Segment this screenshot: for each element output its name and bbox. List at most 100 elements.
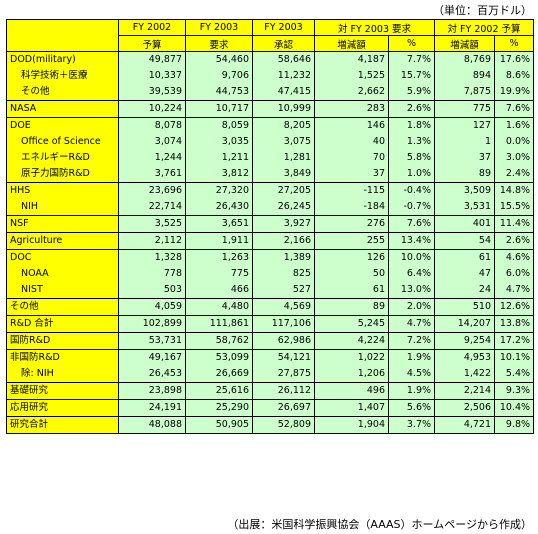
value-cell: 10,999 (252, 100, 315, 118)
value-cell: -184 (314, 199, 389, 216)
row-label: DOC (6, 249, 119, 266)
value-cell: 3,849 (252, 166, 315, 183)
header-row-top: FY 2002 FY 2003 FY 2003 対 FY 2003 要求 対 F… (6, 19, 535, 52)
header-sub-request: 要求 (185, 35, 253, 52)
value-cell: 11,232 (252, 68, 315, 84)
value-cell: 127 (434, 117, 496, 134)
value-cell: 778 (118, 266, 186, 282)
table-row: Agriculture 2,112 1,911 2,166 255 13.4% 54 2.6% (6, 232, 535, 250)
value-cell: 5.8% (387, 150, 436, 166)
value-cell: 61 (314, 282, 389, 299)
value-cell: 10.0% (387, 249, 436, 266)
value-cell: 52,809 (252, 416, 315, 434)
value-cell: 6.4% (387, 266, 436, 282)
value-cell: 2,166 (252, 232, 315, 250)
value-cell: 0.0% (494, 134, 535, 150)
value-cell: 1,211 (185, 150, 253, 166)
row-label: 基礎研究 (6, 382, 119, 400)
value-cell: 1,422 (434, 366, 496, 383)
row-label: 応用研究 (6, 399, 119, 417)
value-cell: 13.8% (494, 315, 535, 333)
value-cell: 3.0% (494, 150, 535, 166)
value-cell: 54 (434, 232, 496, 250)
value-cell: 117,106 (252, 315, 315, 333)
value-cell: 9.3% (494, 382, 535, 400)
value-cell: 1,281 (252, 150, 315, 166)
value-cell: 9,706 (185, 68, 253, 84)
table-row: NASA 10,224 10,717 10,999 283 2.6% 775 7.6% (6, 100, 535, 118)
value-cell: 775 (434, 100, 496, 118)
row-label: 科学技術＋医療 (6, 68, 119, 84)
value-cell: 1.9% (387, 382, 436, 400)
value-cell: 4,721 (434, 416, 496, 434)
value-cell: 4,059 (118, 298, 186, 316)
value-cell: 825 (252, 266, 315, 282)
value-cell: 58,762 (185, 332, 253, 350)
value-cell: 44,753 (185, 84, 253, 101)
table-row: 非国防R&D 49,167 53,099 54,121 1,022 1.9% 4,953 10… (6, 349, 535, 366)
value-cell: 4.5% (387, 366, 436, 383)
table-row: 国防R&D 53,731 58,762 62,986 4,224 7.2% 9,254 17.… (6, 332, 535, 350)
value-cell: 1,328 (118, 249, 186, 266)
table-row: エネルギーR&D 1,244 1,211 1,281 70 5.8% 37 3.0% (6, 150, 535, 166)
table-row: NIH 22,714 26,430 26,245 -184 -0.7% 3,531 15.5% (6, 199, 535, 216)
value-cell: 1,022 (314, 349, 389, 366)
value-cell: 37 (434, 150, 496, 166)
row-label: HHS (6, 182, 119, 199)
value-cell: 7.6% (387, 215, 436, 233)
value-cell: -115 (314, 182, 389, 199)
value-cell: -0.7% (387, 199, 436, 216)
row-label: DOE (6, 117, 119, 134)
value-cell: 283 (314, 100, 389, 118)
value-cell: 8.6% (494, 68, 535, 84)
value-cell: 89 (434, 166, 496, 183)
value-cell: 2.0% (387, 298, 436, 316)
value-cell: 54,460 (185, 51, 253, 68)
row-label: 研究合計 (6, 416, 119, 434)
row-label: R&D 合計 (6, 315, 119, 333)
value-cell: 2,112 (118, 232, 186, 250)
value-cell: 775 (185, 266, 253, 282)
header-fy2002: FY 2002 (118, 19, 186, 36)
value-cell: 255 (314, 232, 389, 250)
row-label: NIH (6, 199, 119, 216)
value-cell: 1,206 (314, 366, 389, 383)
value-cell: 4,480 (185, 298, 253, 316)
value-cell: 2.6% (387, 100, 436, 118)
value-cell: 25,616 (185, 382, 253, 400)
table-row: 科学技術＋医療 10,337 9,706 11,232 1,525 15.7% 894 8.6… (6, 68, 535, 84)
value-cell: 15.7% (387, 68, 436, 84)
value-cell: 26,669 (185, 366, 253, 383)
value-cell: 22,714 (118, 199, 186, 216)
value-cell: 496 (314, 382, 389, 400)
value-cell: 27,875 (252, 366, 315, 383)
value-cell: 2,214 (434, 382, 496, 400)
value-cell: 4.7% (494, 282, 535, 299)
row-label: 国防R&D (6, 332, 119, 350)
table-row: 除: NIH 26,453 26,669 27,875 1,206 4.5% 1,422 5.… (6, 366, 535, 383)
row-label: 原子力国防R&D (6, 166, 119, 183)
table-row: NSF 3,525 3,651 3,927 276 7.6% 401 11.4% (6, 215, 535, 233)
value-cell: 10.4% (494, 399, 535, 417)
table-row: 原子力国防R&D 3,761 3,812 3,849 37 1.0% 89 2.4% (6, 166, 535, 183)
value-cell: 10.1% (494, 349, 535, 366)
value-cell: 26,453 (118, 366, 186, 383)
row-label: その他 (6, 298, 119, 316)
value-cell: 8,078 (118, 117, 186, 134)
value-cell: 466 (185, 282, 253, 299)
value-cell: 3,651 (185, 215, 253, 233)
value-cell: 14,207 (434, 315, 496, 333)
value-cell: 2.4% (494, 166, 535, 183)
table-row: DOC 1,328 1,263 1,389 126 10.0% 61 4.6% (6, 249, 535, 266)
table-row: その他 4,059 4,480 4,569 89 2.0% 510 12.6% (6, 298, 535, 316)
value-cell: 1.8% (387, 117, 436, 134)
value-cell: 10,337 (118, 68, 186, 84)
value-cell: 26,245 (252, 199, 315, 216)
header-sub-change: 増減額 (314, 35, 389, 52)
header-sub-approved: 承認 (252, 35, 315, 52)
value-cell: 53,731 (118, 332, 186, 350)
table-row: NOAA 778 775 825 50 6.4% 47 6.0% (6, 266, 535, 282)
row-label: NIST (6, 282, 119, 299)
value-cell: 4,224 (314, 332, 389, 350)
header-sub-percent-2: % (494, 35, 535, 52)
